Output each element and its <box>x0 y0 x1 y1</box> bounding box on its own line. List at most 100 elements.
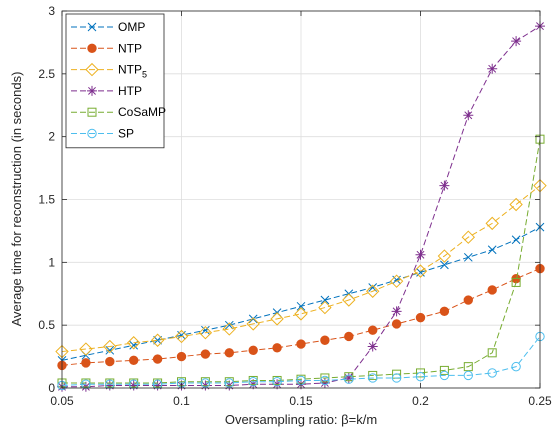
data-point-ntp5 <box>198 325 213 340</box>
data-point-ntp5 <box>79 342 93 356</box>
data-point-sp <box>391 373 402 383</box>
data-point-sp <box>224 378 235 388</box>
data-point-ntp <box>415 312 426 323</box>
series-line-sp <box>61 336 541 386</box>
data-point-omp <box>201 325 210 335</box>
data-point-sp <box>272 377 282 387</box>
legend-marker-cosamp <box>87 107 97 117</box>
data-point-cosamp <box>320 373 330 383</box>
data-point-ntp <box>224 348 235 358</box>
data-point-sp <box>81 379 91 389</box>
data-point-sp <box>248 377 258 387</box>
data-point-ntp <box>272 343 282 353</box>
data-point-ntp5 <box>270 312 284 326</box>
data-point-ntp5 <box>365 284 380 298</box>
legend-label-cosamp: CoSaMP <box>118 105 166 119</box>
data-point-htp <box>487 63 498 74</box>
x-axis-label: Oversampling ratio: β=k/m <box>225 412 377 427</box>
data-point-cosamp <box>487 348 497 358</box>
data-point-sp <box>129 379 139 389</box>
data-point-ntp5 <box>126 336 141 350</box>
data-point-htp <box>319 377 330 388</box>
data-point-ntp5 <box>103 339 117 354</box>
legend-label-ntp: NTP <box>118 41 142 55</box>
data-point-ntp5 <box>342 293 356 307</box>
data-point-ntp5 <box>222 322 237 336</box>
data-point-htp <box>128 380 139 391</box>
legend-label-sp: SP <box>118 127 134 141</box>
data-point-ntp <box>463 295 473 305</box>
data-point-ntp <box>81 358 91 368</box>
data-point-htp <box>343 372 354 383</box>
legend-label-omp: OMP <box>118 20 145 34</box>
data-point-cosamp <box>416 368 425 378</box>
data-point-htp <box>511 36 522 47</box>
data-point-cosamp <box>368 370 378 380</box>
data-point-ntp <box>200 349 211 359</box>
legend-label-subscript: 5 <box>142 70 147 80</box>
data-point-ntp5 <box>413 264 428 278</box>
legend-marker-htp <box>87 85 97 96</box>
data-point-htp <box>463 110 474 121</box>
data-point-htp <box>367 341 378 352</box>
data-point-htp <box>415 249 426 260</box>
data-point-ntp <box>439 306 450 317</box>
data-point-omp <box>511 235 521 245</box>
y-tick-label: 0.5 <box>38 318 55 332</box>
data-point-ntp5 <box>389 274 404 288</box>
data-point-sp <box>344 374 354 384</box>
data-point-ntp5 <box>509 197 523 212</box>
x-tick-label: 0.25 <box>528 394 552 408</box>
data-point-sp <box>415 371 426 382</box>
data-point-ntp <box>248 345 258 355</box>
data-point-cosamp <box>511 277 521 287</box>
data-point-omp <box>296 301 306 311</box>
data-point-ntp <box>344 331 354 342</box>
data-point-ntp <box>105 356 115 367</box>
data-point-ntp <box>296 339 306 349</box>
legend: OMP NTP NTP5 HTP CoSaMP SP <box>65 13 166 149</box>
data-point-htp <box>152 380 163 391</box>
data-point-sp <box>463 370 473 381</box>
data-point-htp <box>391 306 402 317</box>
data-point-htp <box>104 380 115 391</box>
data-point-omp <box>463 252 473 262</box>
data-point-ntp <box>320 335 330 345</box>
series-line-ntp5 <box>61 185 541 353</box>
legend-label-htp: HTP <box>118 84 142 98</box>
legend-marker-ntp5 <box>85 62 99 77</box>
legend-marker-omp <box>87 22 97 32</box>
y-tick-label: 1 <box>48 255 55 269</box>
data-point-omp <box>224 320 234 330</box>
data-point-sp <box>200 378 211 388</box>
data-point-omp <box>320 295 330 305</box>
data-point-sp <box>487 368 497 378</box>
y-axis-label: Average time for reconstruction (in seco… <box>9 72 24 327</box>
y-tick-label: 3 <box>48 4 55 18</box>
x-tick-label: 0.2 <box>412 394 429 408</box>
legend-label-ntp5: NTP5 <box>118 63 147 80</box>
data-point-cosamp <box>463 362 473 372</box>
data-point-ntp5 <box>246 317 260 331</box>
axes: 0.05 0.1 0.15 0.2 0.25 0 0.5 1 1.5 2 2.5 3 <box>38 4 552 408</box>
data-point-sp <box>320 375 330 386</box>
data-point-ntp <box>176 351 187 362</box>
data-point-omp <box>105 345 115 355</box>
data-point-ntp5 <box>150 333 165 347</box>
data-point-ntp <box>391 319 402 329</box>
data-point-sp <box>511 361 521 372</box>
data-point-sp <box>439 370 450 381</box>
y-tick-label: 2.5 <box>38 67 55 81</box>
data-point-ntp <box>129 355 139 366</box>
data-point-omp <box>248 314 258 324</box>
data-point-omp <box>487 245 497 255</box>
data-point-sp <box>105 379 115 389</box>
data-point-ntp5 <box>485 216 499 231</box>
x-tick-label: 0.1 <box>173 394 190 408</box>
data-point-ntp5 <box>437 249 452 263</box>
data-point-ntp <box>152 354 163 364</box>
data-point-ntp <box>368 325 378 335</box>
legend-marker-ntp <box>87 43 97 53</box>
data-point-omp <box>440 260 449 270</box>
